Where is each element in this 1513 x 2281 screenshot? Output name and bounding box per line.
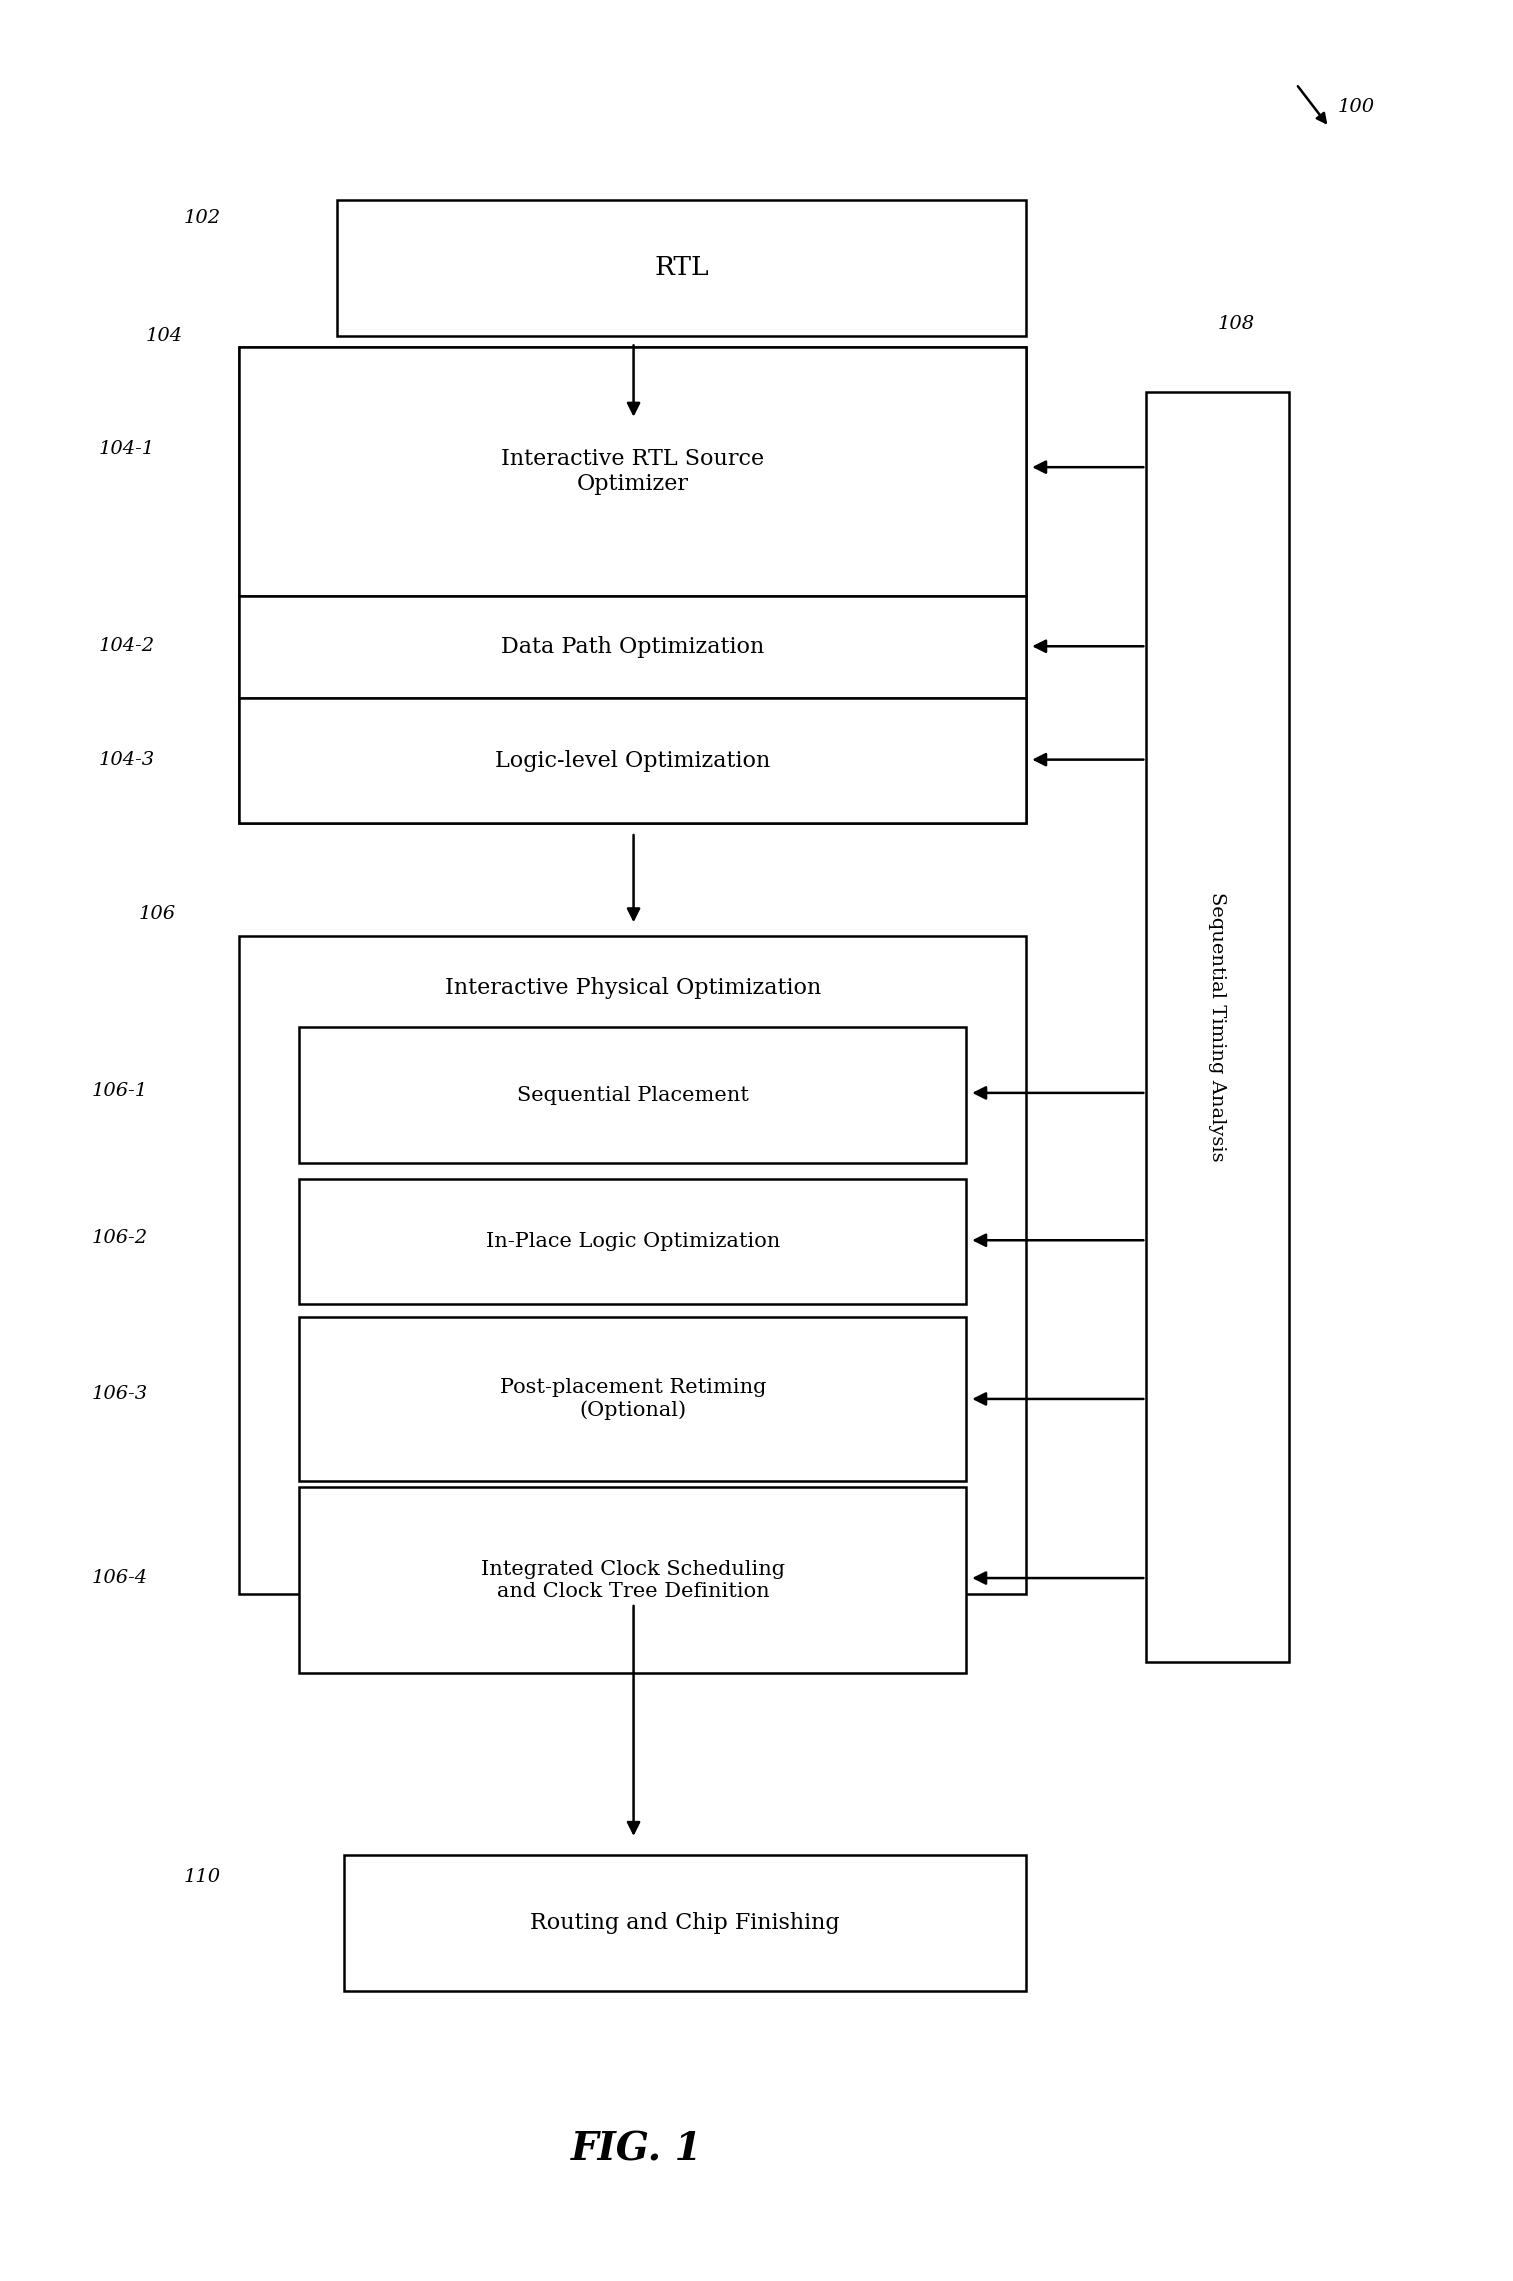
- Text: In-Place Logic Optimization: In-Place Logic Optimization: [486, 1232, 779, 1250]
- Bar: [337, 201, 1026, 335]
- Text: 100: 100: [1337, 98, 1375, 116]
- Text: Interactive Physical Optimization: Interactive Physical Optimization: [445, 976, 822, 999]
- Bar: [300, 1318, 967, 1480]
- Text: Interactive RTL Source
Optimizer: Interactive RTL Source Optimizer: [501, 447, 764, 495]
- Text: 106-3: 106-3: [91, 1385, 147, 1403]
- Bar: [300, 1487, 967, 1674]
- Text: 106-2: 106-2: [91, 1229, 147, 1248]
- Text: 106: 106: [138, 906, 176, 924]
- Text: Sequential Placement: Sequential Placement: [517, 1086, 749, 1104]
- Text: Integrated Clock Scheduling
and Clock Tree Definition: Integrated Clock Scheduling and Clock Tr…: [481, 1560, 785, 1601]
- Bar: [239, 347, 1026, 595]
- Text: 104-1: 104-1: [98, 440, 154, 458]
- Text: RTL: RTL: [654, 255, 710, 281]
- Text: Sequential Timing Analysis: Sequential Timing Analysis: [1209, 892, 1227, 1161]
- Text: FIG. 1: FIG. 1: [570, 2130, 702, 2169]
- Bar: [239, 937, 1026, 1594]
- Text: Routing and Chip Finishing: Routing and Chip Finishing: [531, 1911, 840, 1934]
- Text: Data Path Optimization: Data Path Optimization: [501, 636, 764, 659]
- Bar: [345, 1854, 1026, 1991]
- Text: 108: 108: [1218, 315, 1254, 333]
- Text: Logic-level Optimization: Logic-level Optimization: [495, 750, 770, 771]
- Bar: [239, 347, 1026, 823]
- Bar: [1147, 392, 1289, 1663]
- Bar: [300, 1026, 967, 1163]
- Text: 102: 102: [183, 210, 221, 226]
- Text: 110: 110: [183, 1868, 221, 1886]
- Bar: [239, 595, 1026, 698]
- Text: 104-3: 104-3: [98, 750, 154, 769]
- Bar: [300, 1179, 967, 1305]
- Bar: [239, 698, 1026, 823]
- Text: Post-placement Retiming
(Optional): Post-placement Retiming (Optional): [499, 1378, 766, 1419]
- Text: 106-4: 106-4: [91, 1569, 147, 1588]
- Text: 104: 104: [145, 326, 183, 344]
- Text: 106-1: 106-1: [91, 1081, 147, 1099]
- Text: 104-2: 104-2: [98, 636, 154, 655]
